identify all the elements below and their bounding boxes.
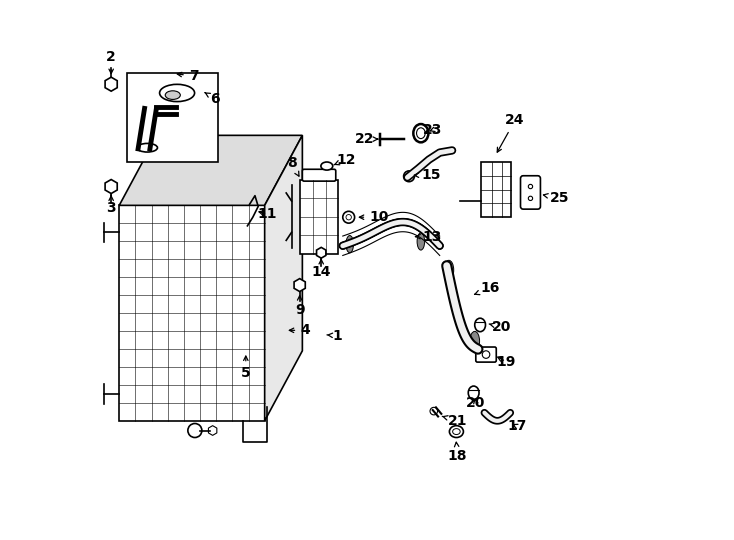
Text: 15: 15 [414, 168, 441, 182]
Text: 23: 23 [423, 123, 443, 137]
Bar [482, 163, 511, 217]
Polygon shape [265, 136, 302, 421]
Text: 9: 9 [295, 296, 305, 318]
Text: 19: 19 [496, 355, 516, 369]
Text: 20: 20 [466, 396, 485, 410]
Circle shape [528, 196, 533, 200]
Text: 22: 22 [355, 132, 377, 146]
Text: 1: 1 [327, 329, 342, 343]
Circle shape [482, 351, 490, 359]
Ellipse shape [159, 84, 195, 102]
Text: 7: 7 [177, 69, 198, 83]
Ellipse shape [444, 260, 454, 280]
Ellipse shape [417, 128, 425, 139]
Ellipse shape [346, 235, 354, 253]
Circle shape [430, 407, 437, 415]
FancyBboxPatch shape [520, 176, 540, 209]
Circle shape [346, 214, 352, 220]
Ellipse shape [417, 233, 425, 250]
Polygon shape [119, 136, 302, 205]
Text: 2: 2 [106, 50, 116, 73]
Text: 4: 4 [289, 323, 310, 338]
Ellipse shape [470, 332, 479, 351]
Circle shape [343, 211, 355, 223]
Text: 21: 21 [443, 414, 468, 428]
Text: 24: 24 [497, 113, 525, 152]
Text: 20: 20 [489, 320, 512, 334]
Text: 10: 10 [360, 210, 388, 224]
Text: 8: 8 [287, 157, 299, 176]
Text: 16: 16 [474, 281, 500, 295]
Text: 6: 6 [205, 92, 220, 106]
Text: 12: 12 [334, 153, 356, 166]
Ellipse shape [137, 144, 158, 152]
Ellipse shape [453, 429, 460, 435]
Text: 11: 11 [258, 207, 277, 221]
Ellipse shape [449, 426, 463, 437]
Text: 25: 25 [543, 191, 570, 205]
Ellipse shape [413, 124, 429, 143]
FancyBboxPatch shape [302, 169, 335, 181]
Ellipse shape [165, 91, 181, 99]
Bar [299, 179, 338, 254]
Bar [127, 73, 218, 163]
Text: 5: 5 [241, 356, 251, 380]
FancyBboxPatch shape [476, 347, 496, 362]
Ellipse shape [321, 162, 333, 170]
Circle shape [528, 184, 533, 188]
Circle shape [188, 423, 202, 437]
Text: 18: 18 [448, 442, 468, 463]
Ellipse shape [468, 386, 479, 400]
Text: 13: 13 [415, 230, 441, 244]
Circle shape [404, 171, 415, 181]
Ellipse shape [475, 318, 485, 332]
Text: 14: 14 [311, 259, 331, 279]
Polygon shape [119, 205, 265, 421]
Text: 17: 17 [507, 419, 526, 433]
Text: 3: 3 [106, 195, 116, 215]
